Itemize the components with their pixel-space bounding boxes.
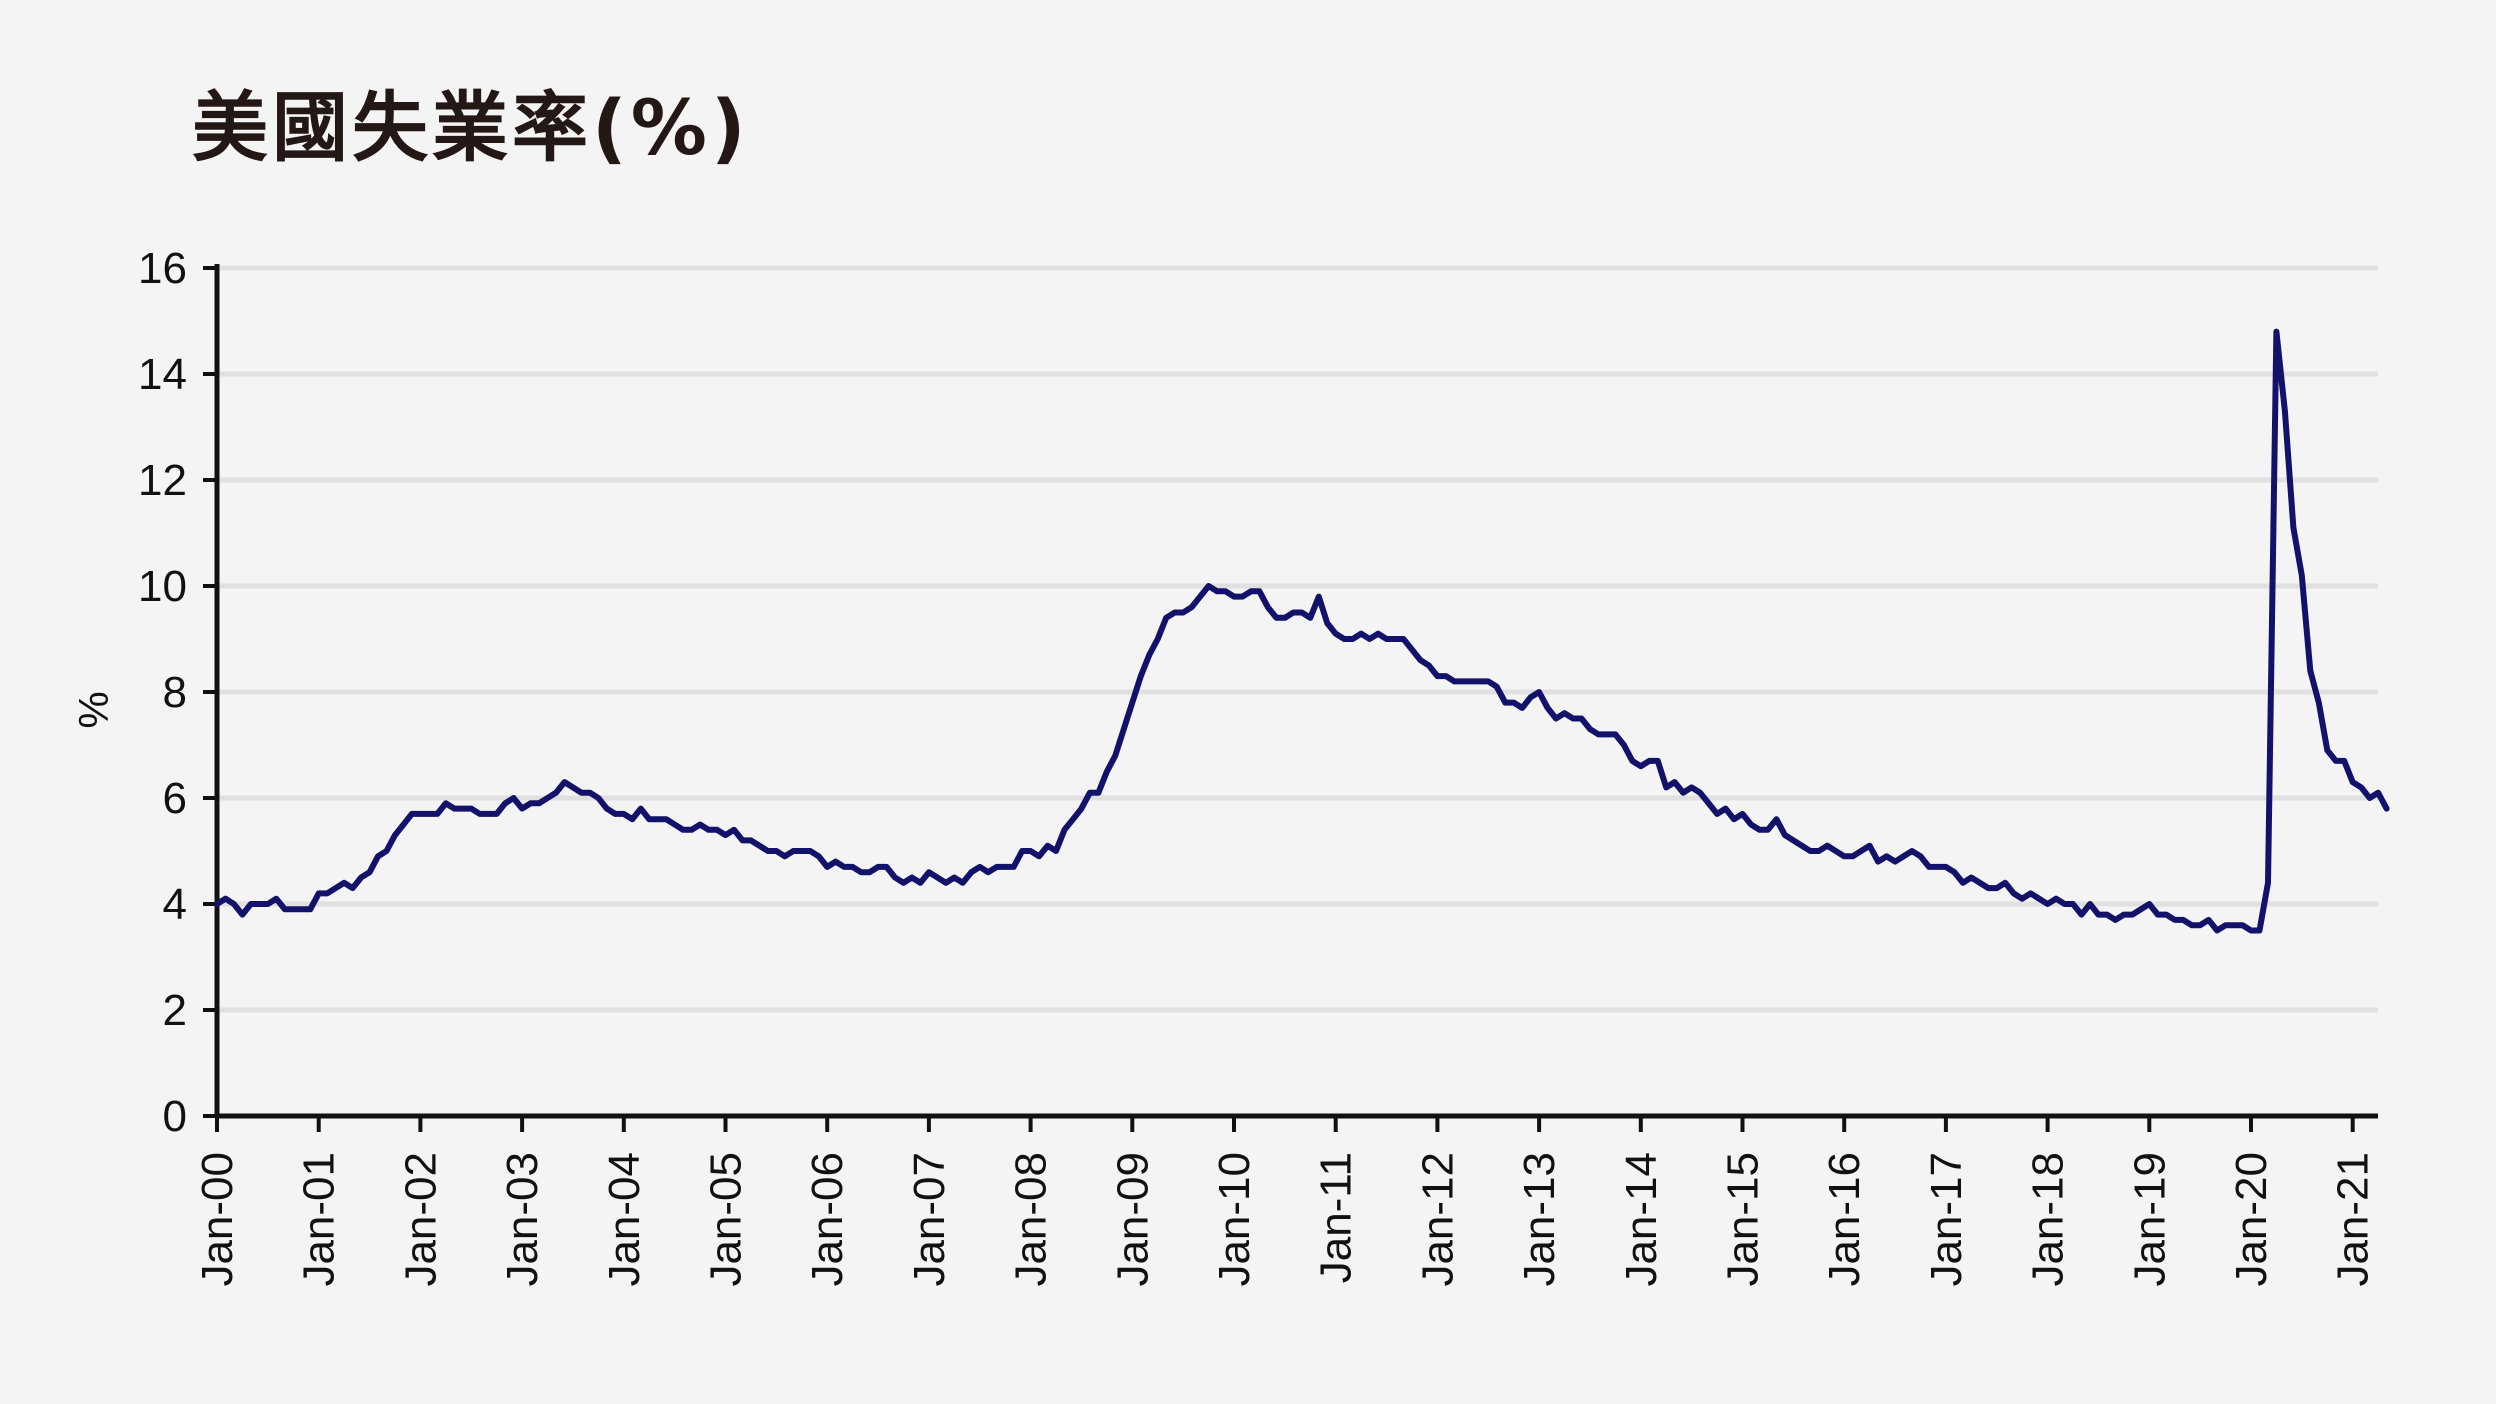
y-tick-label-6: 6 — [163, 774, 187, 823]
x-tick-label-Jan-12: Jan-12 — [1413, 1152, 1462, 1287]
y-axis-tick-labels: 0 2 4 6 8 10 12 14 16 — [138, 244, 187, 1141]
x-tick-label-Jan-02: Jan-02 — [396, 1152, 445, 1287]
x-tick-label-Jan-18: Jan-18 — [2024, 1152, 2073, 1287]
axes — [203, 264, 2378, 1132]
y-tick-label-16: 16 — [138, 244, 187, 293]
gridlines — [217, 265, 2378, 1013]
x-tick-label-Jan-15: Jan-15 — [1719, 1152, 1768, 1287]
x-tick-label-Jan-16: Jan-16 — [1820, 1152, 1869, 1287]
x-tick-label-Jan-07: Jan-07 — [905, 1152, 954, 1287]
y-tick-label-10: 10 — [138, 562, 187, 611]
x-tick-label-Jan-21: Jan-21 — [2329, 1152, 2378, 1287]
x-tick-label-Jan-05: Jan-05 — [702, 1152, 751, 1287]
x-tick-label-Jan-00: Jan-00 — [193, 1152, 242, 1287]
y-tick-label-14: 14 — [138, 350, 187, 399]
y-tick-label-2: 2 — [163, 986, 187, 1035]
x-tick-label-Jan-09: Jan-09 — [1108, 1152, 1157, 1287]
x-tick-label-Jan-06: Jan-06 — [803, 1152, 852, 1287]
x-tick-label-Jan-10: Jan-10 — [1210, 1152, 1259, 1287]
x-axis-tick-labels: Jan-00 Jan-01 Jan-02 Jan-03 Jan-04 Jan-05 Jan-… — [193, 1152, 2378, 1287]
x-tick-label-Jan-01: Jan-01 — [295, 1152, 344, 1287]
x-tick-label-Jan-04: Jan-04 — [600, 1152, 649, 1287]
y-tick-label-12: 12 — [138, 456, 187, 505]
y-tick-label-0: 0 — [163, 1092, 187, 1141]
chart-title: 美國失業率(%) — [192, 83, 750, 172]
y-tick-label-4: 4 — [163, 880, 187, 929]
series-line-0 — [214, 328, 2390, 934]
x-tick-label-Jan-14: Jan-14 — [1617, 1152, 1666, 1287]
y-tick-label-8: 8 — [163, 668, 187, 717]
x-tick-label-Jan-19: Jan-19 — [2125, 1152, 2174, 1287]
series-layer — [214, 328, 2390, 934]
x-tick-label-Jan-03: Jan-03 — [498, 1152, 547, 1287]
x-tick-label-Jan-11: Jan-11 — [1312, 1152, 1361, 1283]
x-tick-label-Jan-13: Jan-13 — [1515, 1152, 1564, 1287]
x-tick-label-Jan-08: Jan-08 — [1007, 1152, 1056, 1287]
x-tick-label-Jan-17: Jan-17 — [1922, 1152, 1971, 1287]
x-tick-label-Jan-20: Jan-20 — [2227, 1152, 2276, 1287]
y-axis-label: % — [70, 691, 117, 728]
